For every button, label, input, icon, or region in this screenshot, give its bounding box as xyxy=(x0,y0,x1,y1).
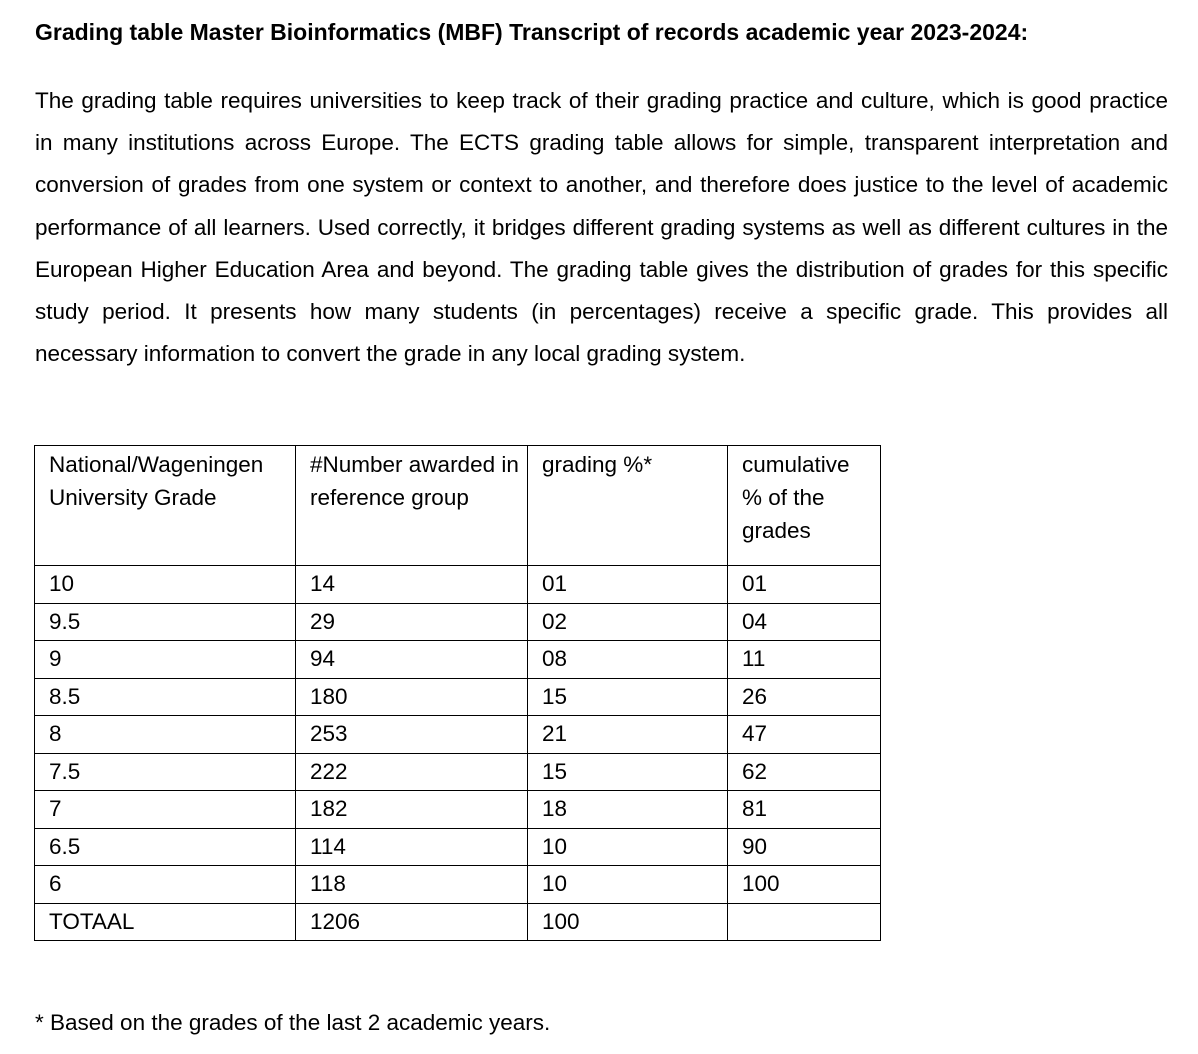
table-row: TOTAAL 1206 100 xyxy=(34,902,881,941)
table-row: 8 253 21 47 xyxy=(34,715,881,754)
cell-grade: 6 xyxy=(34,865,296,904)
intro-paragraph: The grading table requires universities … xyxy=(35,88,1168,367)
cell-grade: 8 xyxy=(34,715,296,754)
cell-grade: 10 xyxy=(34,565,296,604)
header-grading-percent: grading %* xyxy=(527,445,728,566)
cell-grading-percent: 01 xyxy=(527,565,728,604)
footnote: * Based on the grades of the last 2 acad… xyxy=(35,1010,551,1035)
cell-grading-percent: 10 xyxy=(527,865,728,904)
cell-cumulative-percent: 100 xyxy=(727,865,881,904)
table-row: 7.5 222 15 62 xyxy=(34,752,881,791)
cell-cumulative-percent: 01 xyxy=(727,565,881,604)
table-row: 7 182 18 81 xyxy=(34,790,881,829)
cell-grading-percent: 15 xyxy=(527,677,728,716)
cell-number-awarded: 180 xyxy=(295,677,528,716)
cell-grade: 9 xyxy=(34,640,296,679)
cell-grading-percent: 10 xyxy=(527,827,728,866)
cell-cumulative-percent: 62 xyxy=(727,752,881,791)
cell-grading-percent: 21 xyxy=(527,715,728,754)
table-header-row: National/Wageningen University Grade #Nu… xyxy=(34,445,881,566)
table-row: 6 118 10 100 xyxy=(34,865,881,904)
table-row: 9.5 29 02 04 xyxy=(34,602,881,641)
table-body: 10 14 01 01 9.5 29 02 04 9 94 08 11 8.5 180 15 26 8 253 21… xyxy=(34,565,881,941)
cell-grading-percent: 02 xyxy=(527,602,728,641)
table-row: 10 14 01 01 xyxy=(34,565,881,604)
cell-grade: 7.5 xyxy=(34,752,296,791)
cell-number-awarded: 118 xyxy=(295,865,528,904)
cell-grade: TOTAAL xyxy=(34,902,296,941)
cell-grading-percent: 08 xyxy=(527,640,728,679)
cell-grade: 6.5 xyxy=(34,827,296,866)
cell-cumulative-percent xyxy=(727,902,881,941)
cell-number-awarded: 253 xyxy=(295,715,528,754)
cell-cumulative-percent: 81 xyxy=(727,790,881,829)
cell-number-awarded: 222 xyxy=(295,752,528,791)
document-title: Grading table Master Bioinformatics (MBF… xyxy=(35,19,1029,45)
header-number-awarded: #Number awarded in reference group xyxy=(295,445,528,566)
header-grade: National/Wageningen University Grade xyxy=(34,445,296,566)
cell-grading-percent: 15 xyxy=(527,752,728,791)
table-row: 6.5 114 10 90 xyxy=(34,827,881,866)
cell-grading-percent: 18 xyxy=(527,790,728,829)
grading-table: National/Wageningen University Grade #Nu… xyxy=(34,445,881,941)
cell-grading-percent: 100 xyxy=(527,902,728,941)
cell-grade: 8.5 xyxy=(34,677,296,716)
cell-number-awarded: 182 xyxy=(295,790,528,829)
header-cumulative-percent: cumulative % of the grades xyxy=(727,445,881,566)
cell-number-awarded: 29 xyxy=(295,602,528,641)
cell-cumulative-percent: 11 xyxy=(727,640,881,679)
cell-grade: 9.5 xyxy=(34,602,296,641)
cell-grade: 7 xyxy=(34,790,296,829)
cell-number-awarded: 94 xyxy=(295,640,528,679)
cell-cumulative-percent: 04 xyxy=(727,602,881,641)
cell-number-awarded: 14 xyxy=(295,565,528,604)
table-row: 9 94 08 11 xyxy=(34,640,881,679)
cell-number-awarded: 114 xyxy=(295,827,528,866)
table-row: 8.5 180 15 26 xyxy=(34,677,881,716)
cell-cumulative-percent: 47 xyxy=(727,715,881,754)
cell-number-awarded: 1206 xyxy=(295,902,528,941)
cell-cumulative-percent: 26 xyxy=(727,677,881,716)
cell-cumulative-percent: 90 xyxy=(727,827,881,866)
